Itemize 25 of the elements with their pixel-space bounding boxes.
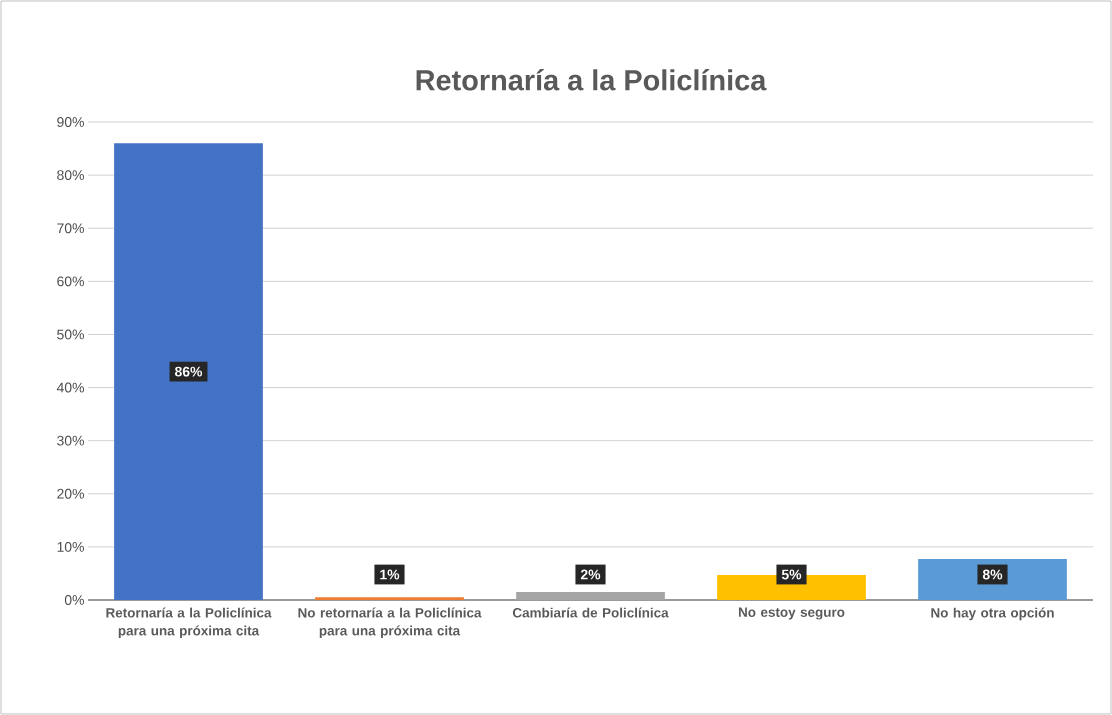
y-tick-label: 80% [57,170,84,181]
y-tick-label: 20% [57,488,84,499]
bar [516,592,665,600]
y-tick-label: 30% [57,435,84,446]
x-tick-label: No retornaría a la Policlínica para una próxima cita [298,607,482,639]
data-label: 1% [380,569,400,580]
bar [315,597,464,600]
x-tick-label: Retornaría a la Policlínica para una próxima cita [106,607,272,639]
y-tick-label: 40% [56,382,84,393]
data-label: 2% [580,569,601,580]
x-tick-label: No hay otra opción [931,607,1054,621]
x-tick-label: Cambiaría de Policlínica [512,607,669,618]
chart-title: Retornaría a la Policlínica [416,69,767,91]
y-tick-label: 10% [57,541,84,552]
x-tick-label: No estoy seguro [738,607,845,620]
bar [114,143,263,600]
data-label: 5% [781,569,802,580]
y-tick-label: 50% [57,329,84,340]
data-label: 86% [174,366,203,377]
y-tick-label: 60% [57,276,84,287]
bar [918,559,1067,600]
y-tick-label: 0% [64,595,84,605]
data-label: 8% [982,569,1003,580]
y-tick-label: 90% [57,117,84,127]
y-tick-label: 70% [57,223,84,234]
